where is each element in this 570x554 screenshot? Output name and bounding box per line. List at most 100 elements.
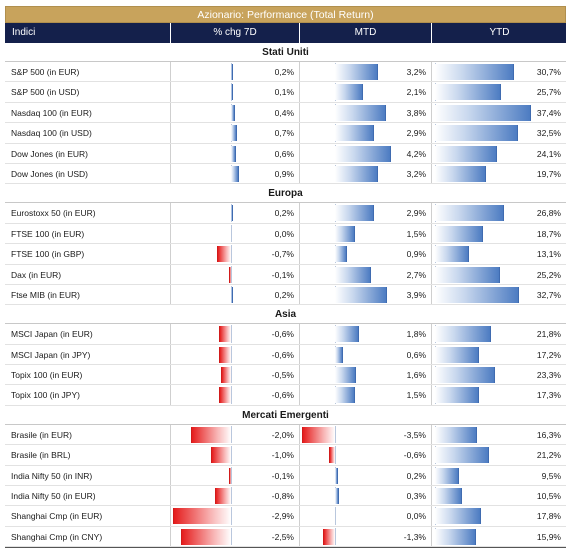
data-bar-chg7d	[221, 367, 231, 384]
data-label-chg7d: 0,9%	[274, 168, 294, 179]
row-label: Brasile (in BRL)	[11, 450, 71, 461]
table-row: MSCI Japan (in JPY) -0,6% 0,6% 17,2%	[5, 344, 566, 366]
zero-axis-line	[231, 446, 232, 464]
data-bar-mtd	[335, 488, 339, 505]
data-bar-ytd	[435, 447, 490, 464]
data-bar-mtd	[335, 387, 355, 404]
data-label-chg7d: -0,8%	[271, 491, 294, 502]
cell-ytd: 16,3%	[431, 424, 566, 445]
data-label-chg7d: 0,2%	[274, 67, 294, 77]
data-label-mtd: 0,0%	[406, 511, 426, 522]
cell-chg7d: -0,1%	[170, 264, 299, 284]
data-bar-chg7d	[217, 246, 231, 263]
data-label-mtd: 2,1%	[406, 87, 426, 98]
data-bar-chg7d	[231, 286, 233, 303]
header-mtd: MTD	[300, 23, 432, 43]
row-label: Eurostoxx 50 (in EUR)	[11, 208, 96, 219]
header-ytd: YTD	[489, 27, 510, 38]
row-label: Topix 100 (in JPY)	[11, 390, 80, 401]
cell-mtd: -3,5%	[299, 424, 431, 445]
data-bar-mtd	[335, 125, 374, 142]
cell-mtd: 2,1%	[299, 82, 431, 102]
data-bar-mtd	[335, 104, 386, 121]
data-bar-mtd	[335, 326, 359, 343]
data-label-mtd: 2,9%	[406, 128, 426, 139]
data-label-mtd: 3,9%	[406, 289, 426, 300]
cell-ytd: 21,8%	[431, 324, 566, 344]
data-label-ytd: 13,1%	[536, 249, 561, 260]
table-row: Ftse MIB (in EUR) 0,2% 3,9% 32,7%	[5, 284, 566, 306]
data-bar-mtd	[335, 84, 363, 101]
row-label: Ftse MIB (in EUR)	[11, 289, 80, 300]
data-label-mtd: 3,8%	[406, 107, 426, 118]
table-row: Shanghai Cmp (in EUR) -2,9% 0,0% 17,8%	[5, 506, 566, 527]
zero-axis-line	[335, 527, 336, 546]
data-label-mtd: 1,5%	[406, 390, 426, 401]
row-label: MSCI Japan (in EUR)	[11, 329, 93, 340]
data-bar-mtd	[329, 447, 335, 464]
cell-chg7d: 0,4%	[170, 102, 299, 123]
data-label-mtd: -1,3%	[403, 531, 426, 542]
cell-mtd: 1,5%	[299, 223, 431, 244]
data-bar-ytd	[435, 467, 460, 484]
cell-mtd: 0,2%	[299, 465, 431, 486]
data-bar-ytd	[435, 104, 531, 121]
table-row: Shanghai Cmp (in CNY) -2,5% -1,3% 15,9%	[5, 526, 566, 548]
cell-mtd: -1,3%	[299, 526, 431, 547]
table-row: Nasdaq 100 (in EUR) 0,4% 3,8% 37,4%	[5, 102, 566, 124]
data-bar-chg7d	[231, 84, 233, 101]
table-row: Topix 100 (in EUR) -0,5% 1,6% 23,3%	[5, 365, 566, 386]
cell-mtd: 0,9%	[299, 244, 431, 264]
data-bar-chg7d	[219, 387, 231, 404]
data-bar-ytd	[435, 266, 500, 283]
table-row: FTSE 100 (in EUR) 0,0% 1,5% 18,7%	[5, 223, 566, 245]
data-label-chg7d: 0,2%	[274, 208, 294, 219]
data-label-ytd: 17,8%	[536, 511, 561, 522]
data-label-mtd: 3,2%	[406, 168, 426, 179]
cell-ytd: 18,7%	[431, 223, 566, 244]
zero-axis-line	[231, 466, 232, 485]
data-bar-mtd	[335, 246, 347, 263]
data-label-ytd: 17,2%	[536, 349, 561, 360]
cell-ytd: 10,5%	[431, 486, 566, 506]
data-label-ytd: 26,8%	[536, 208, 561, 219]
cell-chg7d: 0,1%	[170, 82, 299, 102]
cell-mtd: -0,6%	[299, 445, 431, 465]
data-label-ytd: 30,7%	[536, 67, 561, 77]
zero-axis-line	[335, 446, 336, 464]
data-bar-ytd	[435, 528, 476, 545]
cell-ytd: 25,2%	[431, 264, 566, 284]
cell-chg7d: -1,0%	[170, 445, 299, 465]
data-bar-ytd	[435, 165, 486, 182]
data-label-chg7d: -0,7%	[271, 249, 294, 260]
table-row: Dow Jones (in EUR) 0,6% 4,2% 24,1%	[5, 143, 566, 164]
table-body: Stati Uniti S&P 500 (in EUR) 0,2% 3,2% 30,7%…	[5, 43, 566, 548]
data-bar-mtd	[322, 528, 335, 545]
cell-mtd: 3,2%	[299, 62, 431, 82]
cell-chg7d: -0,6%	[170, 344, 299, 365]
data-bar-mtd	[335, 367, 357, 384]
cell-ytd: 17,2%	[431, 344, 566, 365]
header-chg-7d: % chg 7D	[171, 23, 300, 43]
data-label-chg7d: -0,5%	[271, 370, 294, 381]
data-label-chg7d: -2,5%	[271, 531, 294, 542]
data-label-chg7d: -1,0%	[271, 450, 294, 461]
data-bar-chg7d	[173, 508, 231, 525]
data-bar-chg7d	[231, 64, 233, 80]
data-bar-mtd	[335, 286, 387, 303]
row-label: Shanghai Cmp (in EUR)	[11, 511, 103, 522]
data-label-chg7d: 0,2%	[274, 289, 294, 300]
header-indici: Indici	[6, 23, 171, 43]
data-label-chg7d: 0,1%	[274, 87, 294, 98]
data-bar-mtd	[335, 266, 371, 283]
cell-chg7d: -0,7%	[170, 244, 299, 264]
data-label-mtd: 3,2%	[406, 67, 426, 77]
data-bar-chg7d	[215, 488, 231, 505]
data-bar-ytd	[435, 367, 495, 384]
data-bar-chg7d	[211, 447, 231, 464]
cell-mtd: 0,3%	[299, 486, 431, 506]
cell-ytd: 17,8%	[431, 506, 566, 526]
data-label-ytd: 15,9%	[536, 531, 561, 542]
zero-axis-line	[231, 245, 232, 263]
zero-axis-line	[231, 425, 232, 444]
